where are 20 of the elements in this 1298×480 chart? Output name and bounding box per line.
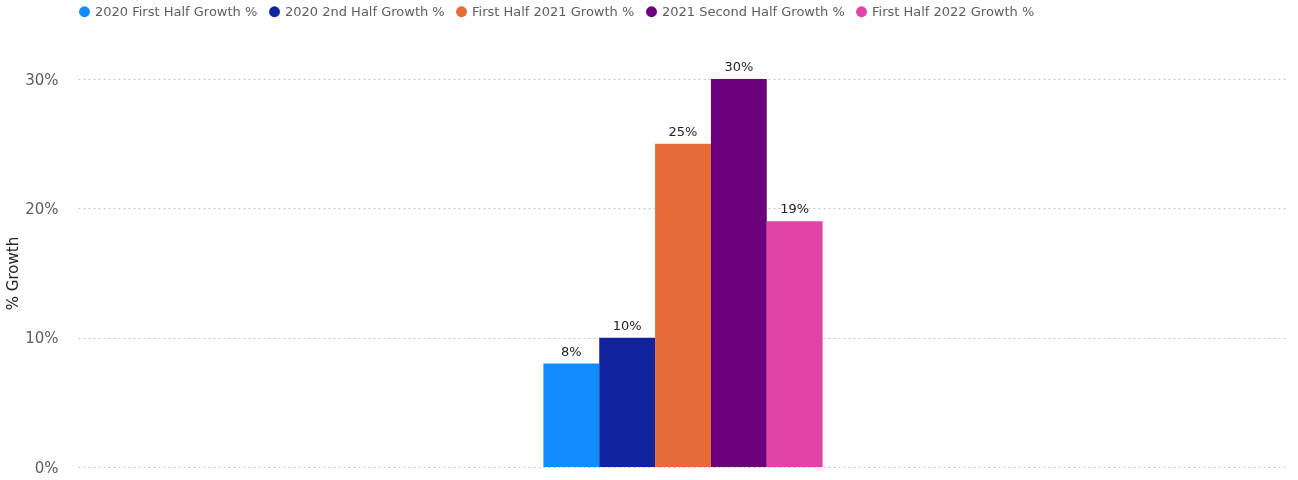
data-label: 10%: [612, 317, 642, 333]
legend-label: First Half 2021 Growth %: [472, 3, 635, 19]
legend-label: 2020 2nd Half Growth %: [285, 3, 445, 19]
bar: [655, 143, 711, 467]
y-tick-label: 10%: [25, 329, 59, 348]
data-label: 8%: [561, 343, 582, 359]
y-axis-title: % Growth: [4, 236, 23, 311]
data-label: 30%: [724, 59, 754, 74]
bar: [766, 221, 823, 467]
y-tick-label: 20%: [25, 199, 59, 218]
data-label: 19%: [780, 201, 810, 217]
legend-label: 2020 First Half Growth %: [95, 3, 258, 19]
legend-label: 2021 Second Half Growth %: [662, 3, 845, 19]
bar: [710, 79, 767, 467]
bar: [543, 363, 600, 467]
legend-label: First Half 2022 Growth %: [872, 3, 1035, 19]
y-tick-label: 30%: [25, 70, 59, 89]
data-label: 25%: [668, 123, 698, 139]
bar: [599, 337, 656, 467]
y-tick-label: 0%: [34, 458, 59, 477]
